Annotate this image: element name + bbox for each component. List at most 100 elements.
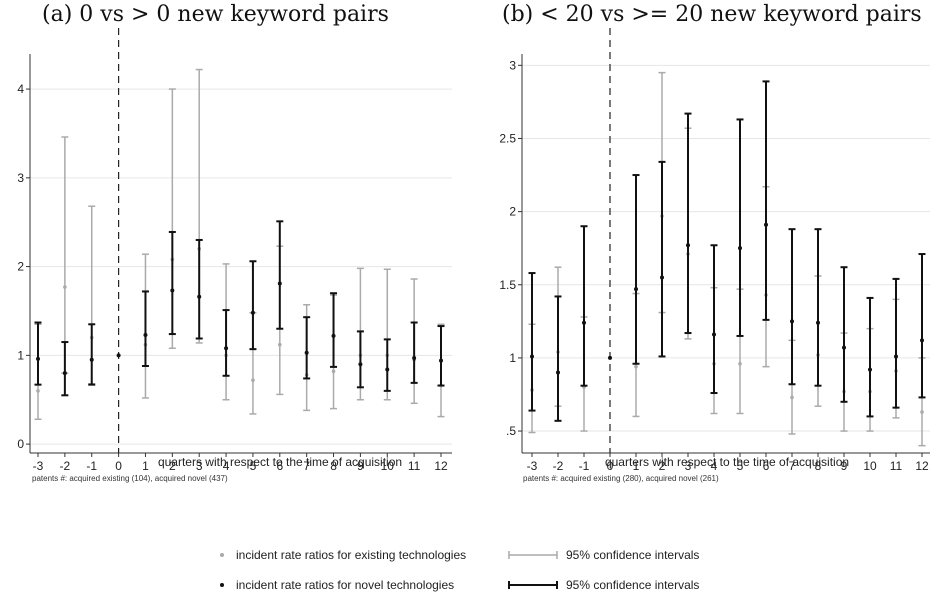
panel-b-x-tick-label: -3: [527, 459, 538, 470]
panel-a-existing-point: [331, 369, 336, 374]
panel-a-novel-point: [277, 281, 282, 286]
panel-a-existing-point: [251, 378, 255, 383]
panel-b-x-tick-label: 5: [737, 459, 744, 470]
panel-b-y-tick-label: 3: [509, 58, 516, 72]
panel-a-title: (a) 0 vs > 0 new keyword pairs: [42, 2, 389, 27]
panel-a-patent-counts-note: patents #: acquired existing (104), acqu…: [32, 474, 228, 483]
panel-b-novel-point: [738, 246, 742, 251]
panel-b-x-tick-label: 2: [659, 459, 666, 470]
panel-a-x-tick-label: 8: [330, 459, 337, 470]
panel-a-x-tick-label: 12: [434, 459, 448, 470]
panel-a-x-axis-label: quarters with respect to the time of acq…: [157, 455, 403, 469]
panel-b-novel-point: [660, 275, 664, 280]
panel-b-novel-point: [816, 320, 820, 325]
panel-b-novel-point: [842, 345, 846, 350]
panel-a-novel-point: [358, 362, 363, 367]
legend-existing-point-marker: [220, 553, 224, 557]
panel-b-title: (b) < 20 vs >= 20 new keyword pairs: [502, 2, 922, 27]
panel-b-novel-point: [894, 354, 898, 359]
legend-existing-ci-label: 95% confidence intervals: [566, 548, 700, 562]
legend-existing-ci-marker: [508, 551, 558, 559]
panel-a-y-tick-label: 3: [17, 171, 24, 185]
panel-a-novel-point: [89, 357, 94, 362]
legend-novel-ci-label: 95% confidence intervals: [566, 578, 700, 592]
panel-a-novel-point: [36, 356, 40, 361]
panel-b-x-tick-label: 8: [815, 459, 822, 470]
panel-b-novel-point: [530, 354, 534, 359]
panel-a-novel-point: [224, 346, 229, 351]
panel-b-x-tick-label: -1: [579, 459, 590, 470]
panel-b-y-tick-label: 2: [509, 205, 516, 219]
legend-novel-point-marker: [220, 583, 224, 587]
panel-b-x-tick-label: 10: [863, 459, 877, 470]
panel-b-x-tick-label: 12: [915, 459, 929, 470]
panel-b-y-tick-label: 1.5: [499, 278, 516, 292]
panel-a-existing-point: [278, 342, 282, 347]
panel-a-existing-point: [36, 389, 40, 393]
panel-b-existing-point: [634, 364, 638, 369]
panel-b-existing-point: [790, 395, 794, 400]
panel-b-x-tick-label: 11: [890, 459, 903, 470]
panel-b-x-tick-label: 6: [763, 459, 770, 470]
panel-b-existing-point: [920, 410, 924, 414]
legend-novel-ci-marker: [508, 581, 558, 589]
panel-b-x-tick-label: 4: [711, 459, 718, 470]
panel-a-x-tick-label: -1: [86, 459, 97, 470]
panel-a-x-tick-label: 5: [250, 459, 257, 470]
panel-b-novel-point: [634, 287, 638, 292]
panel-a-x-tick-label: -3: [33, 459, 44, 470]
panel-b-x-tick-label: -2: [553, 459, 564, 470]
panel-a-x-tick-label: 6: [276, 459, 283, 470]
panel-b-novel-point: [920, 338, 924, 343]
legend-existing-point-label: incident rate ratios for existing techno…: [236, 548, 467, 562]
panel-b-y-tick-label: 2.5: [499, 131, 516, 145]
panel-a-existing-point: [63, 285, 67, 289]
panel-b-patent-counts-note: patents #: acquired existing (280), acqu…: [523, 474, 719, 483]
panel-a-novel-point: [170, 288, 175, 293]
chart-panel-b: .511.522.53-3 -2 -1 0 1 2 3 4 5 6 7 8 9 10 11 12: [499, 28, 930, 470]
panel-a-x-tick-label: 10: [381, 459, 395, 470]
panel-a-novel-point: [385, 367, 390, 372]
panel-b-x-tick-label: 0: [607, 459, 614, 470]
panel-a-y-tick-label: 1: [17, 348, 24, 362]
panel-a-y-tick-label: 4: [17, 82, 24, 96]
panel-b-x-tick-label: 9: [841, 459, 848, 470]
panel-a-novel-point: [331, 333, 336, 338]
panel-b-novel-point: [712, 332, 716, 337]
panel-b-x-tick-label: 7: [789, 459, 796, 470]
panel-a-x-tick-label: -2: [60, 459, 71, 470]
panel-b-novel-point: [686, 243, 690, 248]
panel-a-x-tick-label: 0: [115, 459, 122, 470]
panel-a-y-tick-label: 2: [17, 260, 24, 274]
panel-b-novel-point: [868, 367, 872, 372]
panel-a-novel-point: [116, 353, 121, 358]
panel-b-x-axis-label: quarters with respect to the time of acq…: [604, 455, 850, 469]
panel-a-x-tick-label: 2: [169, 459, 176, 470]
panel-b-y-tick-label: 1: [509, 351, 516, 365]
panel-a-x-tick-label: 4: [223, 459, 230, 470]
panel-b-novel-point: [556, 370, 560, 375]
panel-a-novel-point: [62, 371, 67, 376]
panel-b-novel-point: [608, 355, 612, 360]
panel-a-novel-point: [439, 358, 443, 363]
panel-b-novel-point: [764, 222, 768, 227]
panel-a-novel-point: [412, 356, 417, 361]
panel-a-x-tick-label: 9: [357, 459, 364, 470]
panel-a-novel-point: [250, 310, 255, 315]
panel-b-novel-point: [790, 319, 794, 324]
panel-b-y-tick-label: .5: [506, 424, 516, 438]
panel-a-y-tick-label: 0: [17, 437, 24, 451]
panel-a-x-tick-label: 3: [196, 459, 203, 470]
panel-b-x-tick-label: 1: [633, 459, 640, 470]
panel-a-x-tick-label: 11: [408, 459, 421, 470]
panel-a-novel-point: [304, 350, 309, 355]
panel-a-novel-point: [143, 332, 148, 337]
legend-novel-point-label: incident rate ratios for novel technolog…: [236, 578, 455, 592]
panel-a-x-tick-label: 7: [303, 459, 310, 470]
panel-b-novel-point: [582, 320, 586, 325]
panel-a-novel-point: [197, 294, 202, 299]
panel-b-x-tick-label: 3: [685, 459, 692, 470]
panel-b-existing-point: [738, 361, 742, 366]
panel-a-x-tick-label: 1: [142, 459, 149, 470]
